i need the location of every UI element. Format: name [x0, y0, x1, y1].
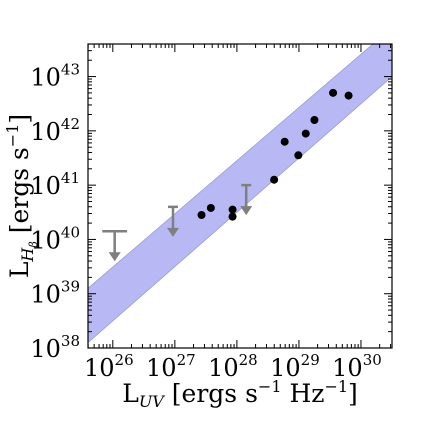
- data-point-2: [206, 203, 215, 212]
- y-tick-label-38: 1038: [30, 332, 80, 363]
- x-tick-label-29: 1029: [270, 351, 320, 382]
- data-point-8: [301, 129, 310, 138]
- data-point-5: [270, 175, 279, 184]
- x-tick-label-27: 1027: [146, 351, 196, 382]
- x-axis-label: LUV [ergs s−1 Hz−1]: [122, 377, 358, 411]
- data-point-6: [280, 137, 289, 146]
- fit-band-layer: [88, 44, 392, 344]
- upper-limit-2: [166, 205, 179, 237]
- fit-band: [88, 44, 392, 344]
- plot-frame: [87, 43, 393, 349]
- y-tick-label-41: 1041: [30, 169, 80, 200]
- y-tick-label-40: 1040: [30, 223, 80, 254]
- upper-limit-3: [240, 183, 253, 216]
- data-point-11: [344, 91, 353, 100]
- ticks-layer: 1026 1027 1028 1029 1030 1038 1039 1040 1041 1042…: [30, 44, 392, 382]
- data-point-7: [294, 151, 303, 160]
- data-points-layer: [197, 88, 353, 221]
- data-point-1: [197, 211, 206, 219]
- data-point-3: [228, 205, 237, 214]
- y-tick-label-42: 1042: [30, 115, 80, 146]
- upper-limits-layer: [102, 183, 253, 262]
- data-point-9: [310, 116, 319, 124]
- data-point-4: [228, 212, 237, 221]
- upper-limit-1: [102, 230, 128, 262]
- data-point-10: [329, 88, 338, 97]
- y-tick-label-43: 1043: [30, 61, 80, 92]
- x-tick-label-30: 1030: [332, 351, 382, 382]
- x-tick-label-28: 1028: [208, 351, 258, 382]
- y-tick-label-39: 1039: [30, 278, 80, 309]
- x-tick-label-26: 1026: [84, 351, 134, 382]
